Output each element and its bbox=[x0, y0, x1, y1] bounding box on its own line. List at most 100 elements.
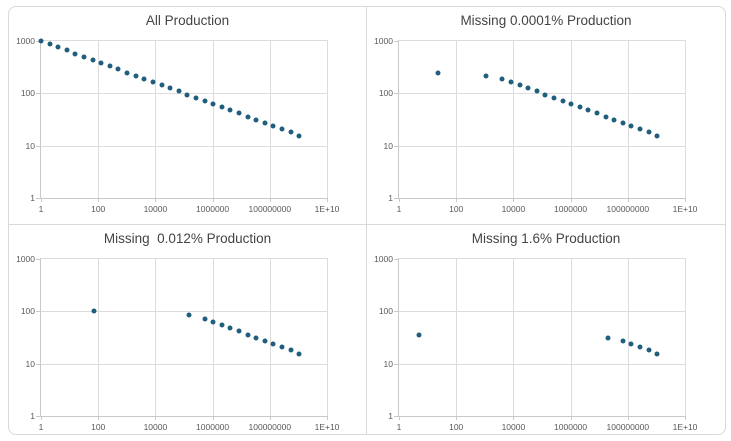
y-gridline bbox=[41, 145, 327, 147]
data-point bbox=[620, 338, 626, 344]
x-axis-tick bbox=[513, 416, 515, 420]
y-axis-tick bbox=[36, 311, 41, 313]
y-tick-label: 1 bbox=[388, 193, 393, 203]
x-gridline bbox=[212, 259, 214, 416]
plot-area: 1 100 10000 1000000 100000000 1E+10 1 10 100 1000 bbox=[374, 36, 697, 214]
y-axis-tick bbox=[394, 363, 399, 365]
x-axis-tick bbox=[98, 198, 100, 202]
x-axis-tick bbox=[98, 416, 100, 420]
data-point bbox=[202, 98, 208, 104]
plot-area: 1 100 10000 1000000 100000000 1E+10 1 10 100 1000 bbox=[16, 36, 339, 214]
y-tick-label: 10 bbox=[383, 140, 393, 151]
x-axis-tick bbox=[41, 198, 42, 202]
y-tick-label: 100 bbox=[378, 306, 393, 317]
y-gridline bbox=[399, 145, 685, 147]
y-tick-label: 1 bbox=[30, 193, 35, 203]
data-point bbox=[654, 351, 660, 357]
data-point bbox=[628, 123, 634, 129]
x-tick-label: 10000 bbox=[143, 422, 168, 432]
x-gridline bbox=[513, 259, 515, 416]
data-point bbox=[637, 126, 643, 132]
x-gridline bbox=[627, 41, 629, 198]
y-tick-label: 100 bbox=[20, 88, 35, 99]
x-gridline bbox=[513, 41, 515, 198]
y-axis-tick bbox=[394, 198, 399, 199]
data-point bbox=[508, 79, 514, 85]
data-point bbox=[577, 104, 583, 110]
x-tick-label: 100000000 bbox=[606, 422, 650, 432]
y-axis-tick bbox=[394, 93, 399, 95]
data-point bbox=[210, 101, 216, 107]
x-gridline bbox=[456, 41, 458, 198]
y-gridline bbox=[41, 311, 327, 313]
data-point bbox=[133, 73, 139, 79]
x-tick-label: 100000000 bbox=[248, 422, 292, 432]
data-point bbox=[159, 82, 165, 88]
data-point bbox=[262, 338, 268, 344]
data-point bbox=[98, 60, 104, 66]
y-axis-tick bbox=[394, 41, 399, 42]
x-gridline bbox=[98, 259, 100, 416]
y-tick-label: 10 bbox=[25, 358, 35, 369]
chart-title: Missing 0.012% Production bbox=[103, 231, 272, 246]
x-tick-label: 100 bbox=[449, 204, 464, 214]
data-point bbox=[47, 41, 53, 47]
x-tick-label: 1 bbox=[396, 422, 402, 432]
y-axis-tick bbox=[36, 198, 41, 199]
chart-title: Missing 1.6% Production bbox=[471, 231, 621, 246]
data-point bbox=[253, 335, 259, 341]
y-axis-tick bbox=[394, 145, 399, 147]
x-tick-label: 1000000 bbox=[554, 204, 588, 214]
data-point bbox=[55, 44, 61, 50]
y-gridline bbox=[41, 93, 327, 95]
data-point bbox=[64, 47, 70, 53]
x-gridline bbox=[155, 259, 157, 416]
y-tick-label: 1000 bbox=[374, 254, 393, 264]
y-axis-tick bbox=[36, 93, 41, 95]
data-point bbox=[91, 308, 97, 314]
chart-grid: All Production 1 100 10000 1000000 100000000… bbox=[8, 6, 726, 435]
y-tick-label: 10 bbox=[25, 140, 35, 151]
x-gridline bbox=[456, 259, 458, 416]
x-gridline bbox=[570, 41, 572, 198]
y-tick-label: 100 bbox=[20, 306, 35, 317]
data-point bbox=[107, 63, 113, 69]
x-axis-tick bbox=[41, 416, 42, 420]
data-point bbox=[296, 133, 302, 139]
y-tick-label: 10 bbox=[383, 358, 393, 369]
data-point bbox=[628, 341, 634, 347]
x-gridline bbox=[627, 259, 629, 416]
y-tick-label: 1000 bbox=[16, 36, 35, 46]
x-axis-tick bbox=[627, 416, 629, 420]
data-point bbox=[542, 92, 548, 98]
x-axis-tick bbox=[399, 416, 400, 420]
data-point bbox=[270, 123, 276, 129]
x-tick-label: 1 bbox=[38, 422, 44, 432]
y-gridline bbox=[41, 363, 327, 365]
data-point bbox=[605, 335, 611, 341]
x-axis-tick bbox=[685, 198, 686, 202]
x-axis-tick bbox=[327, 416, 328, 420]
y-gridline bbox=[399, 93, 685, 95]
x-tick-label: 10000 bbox=[501, 422, 526, 432]
data-point bbox=[90, 57, 96, 63]
x-tick-label: 1E+10 bbox=[672, 204, 698, 214]
y-axis-tick bbox=[36, 363, 41, 365]
data-point bbox=[253, 117, 259, 123]
data-point bbox=[560, 98, 566, 104]
x-axis-tick bbox=[327, 198, 328, 202]
data-point bbox=[279, 344, 285, 350]
x-axis-tick bbox=[399, 198, 400, 202]
x-gridline bbox=[269, 259, 271, 416]
x-tick-label: 100 bbox=[91, 422, 106, 432]
x-tick-label: 1E+10 bbox=[672, 422, 698, 432]
y-axis-tick bbox=[394, 259, 399, 260]
data-point bbox=[219, 104, 225, 110]
chart-panel-missing-0-012pct: Missing 0.012% Production 1 100 10000 10000… bbox=[9, 225, 366, 434]
data-point bbox=[525, 85, 531, 91]
data-point bbox=[186, 312, 192, 318]
x-tick-label: 1 bbox=[38, 204, 44, 214]
x-axis-tick bbox=[155, 198, 157, 202]
y-tick-label: 1 bbox=[388, 411, 393, 421]
